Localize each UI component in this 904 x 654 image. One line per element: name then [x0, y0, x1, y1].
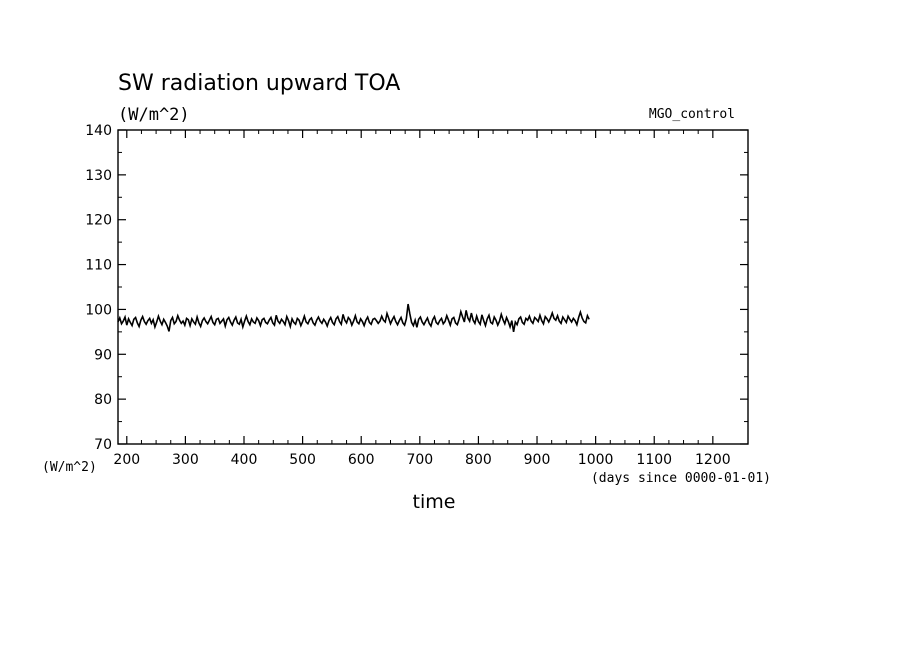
x-tick-label: 400 [231, 452, 258, 468]
x-tick-label: 600 [348, 452, 375, 468]
y-tick-label: 130 [85, 168, 112, 184]
y-tick-label: 100 [85, 302, 112, 318]
x-tick-label: 800 [465, 452, 492, 468]
chart-units: (W/m^2) [118, 105, 190, 125]
x-tick-label: 900 [524, 452, 551, 468]
plot-frame [117, 129, 749, 445]
series-line [117, 303, 590, 333]
y-tick-label: 140 [85, 123, 112, 139]
axes-group: 70 80 90 100 110 120 130 140 200 300 400 500 600 700 8… [85, 123, 749, 468]
y-tick-label: 120 [85, 213, 112, 229]
x-tick-label: 500 [289, 452, 316, 468]
x-tick-label: 200 [113, 452, 140, 468]
y-tick-label: 70 [94, 437, 112, 453]
x-tick-label: 700 [406, 452, 433, 468]
y-axis-units: (W/m^2) [42, 460, 97, 475]
chart-title: SW radiation upward TOA [118, 71, 400, 96]
y-tick-label: 80 [94, 392, 112, 408]
x-tick-label: 1000 [578, 452, 614, 468]
x-tick-label: 1200 [695, 452, 731, 468]
x-tick-label: 300 [172, 452, 199, 468]
x-axis-units: (days since 0000-01-01) [591, 471, 771, 486]
y-tick-label: 110 [85, 258, 112, 274]
experiment-annotation: MGO_control [649, 107, 735, 122]
x-axis-label: time [413, 491, 456, 513]
x-tick-label: 1100 [636, 452, 672, 468]
y-tick-label: 90 [94, 347, 112, 363]
